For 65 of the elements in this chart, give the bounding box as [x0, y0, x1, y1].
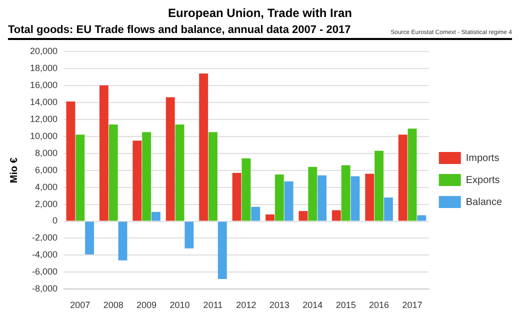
y-axis-title: Mio €	[8, 157, 20, 184]
x-tick-label: 2016	[369, 300, 390, 310]
x-tick-label: 2007	[70, 300, 90, 310]
bar	[142, 132, 152, 221]
legend-label: Balance	[466, 196, 502, 208]
bar	[350, 176, 360, 221]
bar	[152, 212, 160, 221]
y-tick-label: -6,000	[32, 266, 58, 277]
y-tick-label: 12,000	[30, 114, 58, 124]
chart-subtitle: Total goods: EU Trade flows and balance, annual data 2007 - 2017	[8, 24, 351, 36]
bar	[398, 134, 408, 221]
bar	[384, 197, 393, 221]
bar	[341, 165, 350, 221]
y-tick-label: -4,000	[32, 250, 58, 260]
bar	[208, 132, 218, 221]
bar	[266, 214, 274, 221]
x-tick-label: 2014	[302, 300, 323, 310]
bar	[99, 85, 108, 221]
bar	[298, 211, 308, 221]
y-tick-label: 0	[52, 216, 58, 226]
bar	[166, 97, 175, 221]
bar	[274, 174, 284, 221]
bar	[184, 222, 194, 248]
x-tick-label: 2013	[269, 300, 290, 310]
bar	[374, 150, 384, 221]
bar	[118, 222, 128, 260]
y-tick-label: 10,000	[30, 130, 58, 141]
x-tick-label: 2017	[402, 300, 422, 310]
legend-label: Exports	[466, 174, 500, 186]
y-tick-label: 4,000	[34, 182, 58, 192]
y-tick-label: -8,000	[32, 284, 58, 294]
bar	[408, 128, 417, 221]
bar	[108, 124, 118, 221]
bar	[232, 172, 242, 221]
chart-title: European Union, Trade with Iran	[166, 6, 354, 22]
y-tick-label: 2,000	[34, 198, 58, 209]
bar	[318, 175, 326, 221]
bar	[308, 166, 318, 221]
bar	[284, 181, 294, 221]
bar	[332, 210, 341, 221]
bar	[365, 174, 374, 221]
x-tick-label: 2010	[170, 300, 190, 310]
x-tick-label: 2015	[336, 300, 356, 310]
bar	[85, 222, 94, 254]
bar	[132, 140, 142, 221]
bar	[251, 206, 260, 221]
y-tick-label: 8,000	[34, 148, 58, 158]
bar	[218, 222, 227, 280]
bar	[242, 158, 251, 221]
bar	[66, 102, 76, 221]
x-tick-label: 2011	[203, 300, 223, 310]
y-tick-label: 18,000	[30, 62, 58, 73]
bar	[417, 215, 426, 221]
y-tick-label: 14,000	[30, 96, 58, 107]
y-tick-label: 6,000	[34, 164, 58, 175]
y-tick-label: -2,000	[32, 232, 58, 243]
legend-label: Imports	[466, 152, 500, 164]
bar	[175, 124, 184, 221]
x-tick-label: 2012	[236, 300, 256, 310]
x-tick-label: 2009	[136, 300, 157, 310]
y-tick-label: 16,000	[30, 80, 58, 90]
bar	[76, 134, 85, 221]
y-tick-label: 20,000	[30, 46, 58, 56]
bar	[199, 73, 208, 221]
x-tick-label: 2008	[103, 300, 124, 310]
